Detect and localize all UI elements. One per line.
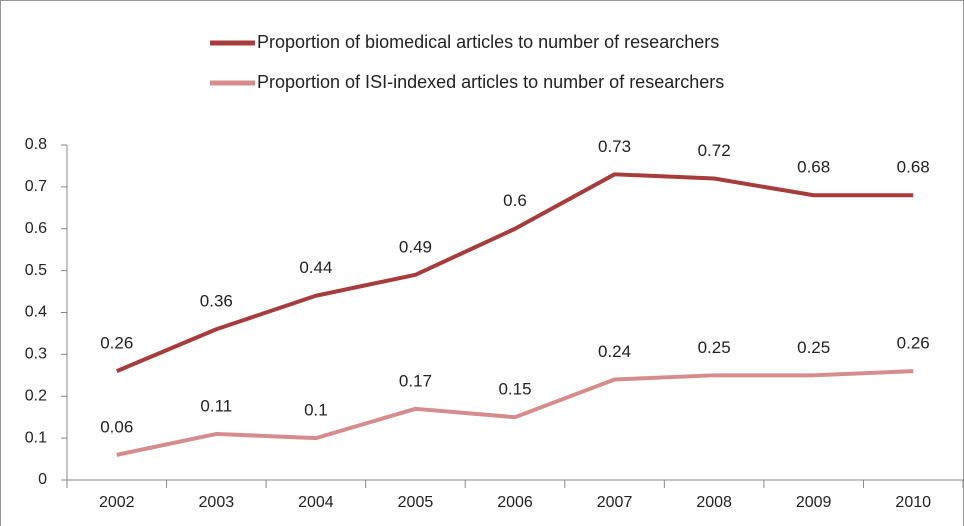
y-tick-label: 0.4 xyxy=(25,304,47,321)
data-label: 0.36 xyxy=(200,292,233,311)
data-label: 0.24 xyxy=(598,342,631,361)
data-label: 0.49 xyxy=(399,237,432,256)
x-tick-label: 2003 xyxy=(199,494,235,511)
x-tick-label: 2004 xyxy=(298,494,334,511)
y-tick-label: 0 xyxy=(38,471,47,488)
data-label: 0.26 xyxy=(100,334,133,353)
data-label: 0.1 xyxy=(304,401,328,420)
y-tick-label: 0.2 xyxy=(25,387,47,404)
x-tick-label: 2007 xyxy=(597,494,633,511)
data-label: 0.15 xyxy=(498,380,531,399)
legend-label: Proportion of ISI-indexed articles to nu… xyxy=(257,72,724,92)
y-tick-label: 0.3 xyxy=(25,346,47,363)
data-label: 0.17 xyxy=(399,371,432,390)
data-label: 0.06 xyxy=(100,417,133,436)
data-label: 0.72 xyxy=(698,141,731,160)
data-label: 0.73 xyxy=(598,137,631,156)
data-label: 0.68 xyxy=(797,158,830,177)
data-label: 0.25 xyxy=(797,338,830,357)
x-tick-label: 2008 xyxy=(696,494,732,511)
data-label: 0.25 xyxy=(698,338,731,357)
x-tick-label: 2005 xyxy=(398,494,434,511)
x-tick-label: 2009 xyxy=(796,494,832,511)
y-tick-label: 0.1 xyxy=(25,429,47,446)
legend-label: Proportion of biomedical articles to num… xyxy=(257,32,719,52)
series-line xyxy=(116,172,914,373)
data-label: 0.68 xyxy=(897,158,930,177)
data-label: 0.26 xyxy=(897,334,930,353)
data-label: 0.11 xyxy=(200,396,232,415)
y-tick-label: 0.6 xyxy=(25,220,47,237)
y-tick-label: 0.7 xyxy=(25,178,47,195)
y-tick-label: 0.5 xyxy=(25,262,47,279)
x-tick-label: 2010 xyxy=(895,494,931,511)
data-label: 0.44 xyxy=(299,258,332,277)
x-tick-label: 2006 xyxy=(497,494,533,511)
data-label: 0.6 xyxy=(503,191,527,210)
x-tick-label: 2002 xyxy=(99,494,135,511)
series-line xyxy=(116,369,914,457)
y-tick-label: 0.8 xyxy=(25,136,47,153)
